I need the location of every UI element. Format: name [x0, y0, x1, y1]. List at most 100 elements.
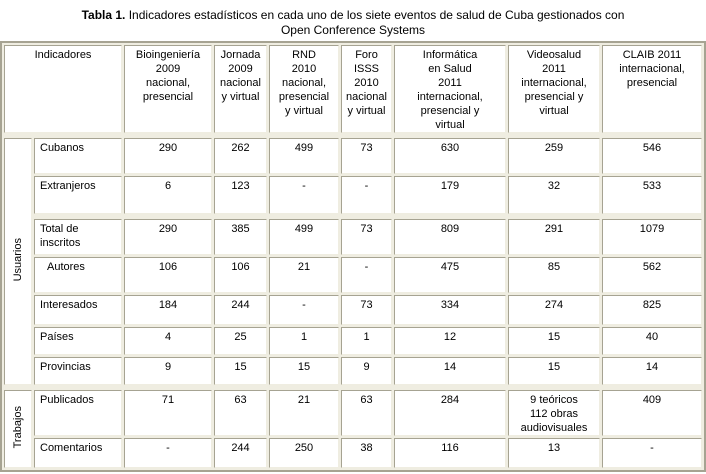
data-cell: 6 [124, 176, 212, 214]
data-cell: 284 [394, 390, 506, 436]
data-cell: 85 [508, 257, 600, 293]
data-cell: 32 [508, 176, 600, 214]
data-cell: 562 [602, 257, 702, 293]
table-spacer-cell [4, 387, 702, 388]
data-cell: 244 [214, 295, 267, 325]
data-cell: 63 [341, 390, 392, 436]
data-cell: 73 [341, 138, 392, 174]
table-caption-label: Tabla 1. [81, 8, 126, 22]
column-header-claib-2011: CLAIB 2011 internacional, presencial [602, 45, 702, 133]
row-label-extranjeros: Extranjeros [34, 176, 122, 214]
table-spacer [4, 387, 702, 388]
data-cell: 40 [602, 327, 702, 355]
data-cell: 9 teóricos 112 obras audiovisuales [508, 390, 600, 436]
column-header-bioingenieria-2009: Bioingeniería 2009 nacional, presencial [124, 45, 212, 133]
row-label-autores: Autores [34, 257, 122, 293]
data-cell: 15 [214, 357, 267, 385]
table-row-interesados: Interesados 184 244 - 73 334 274 825 [4, 295, 702, 325]
data-cell: - [341, 257, 392, 293]
row-label-provincias: Provincias [34, 357, 122, 385]
group-label-trabajos: Trabajos [4, 390, 32, 468]
data-cell: 290 [124, 138, 212, 174]
row-label-comentarios: Comentarios [34, 438, 122, 468]
data-cell: 13 [508, 438, 600, 468]
row-label-paises: Países [34, 327, 122, 355]
column-header-informatica-en-salud-2011: Informática en Salud 2011 internacional,… [394, 45, 506, 133]
table-row-cubanos: Usuarios Cubanos 290 262 499 73 630 259 … [4, 138, 702, 385]
data-cell: 385 [214, 219, 267, 255]
data-cell: 116 [394, 438, 506, 468]
data-cell: - [341, 176, 392, 214]
data-cell: 409 [602, 390, 702, 436]
data-cell: 106 [214, 257, 267, 293]
data-cell: 499 [269, 219, 339, 255]
data-cell: 15 [508, 327, 600, 355]
group-label-usuarios-text: Usuarios [12, 237, 24, 282]
data-cell: 9 [341, 357, 392, 385]
table-spacer-cell [4, 135, 702, 136]
table-spacer-cell [34, 216, 702, 217]
data-cell: - [602, 438, 702, 468]
data-cell: 12 [394, 327, 506, 355]
column-header-rnd-2010: RND 2010 nacional, presencial y virtual [269, 45, 339, 133]
data-cell: - [124, 438, 212, 468]
table-row-autores: Autores 106 106 21 - 475 85 562 [4, 257, 702, 293]
data-cell: 71 [124, 390, 212, 436]
data-cell: 38 [341, 438, 392, 468]
table-row-extranjeros: Extranjeros 6 123 - - 179 32 533 [4, 176, 702, 214]
column-header-videosalud-2011: Videosalud 2011 internacional, presencia… [508, 45, 600, 133]
data-cell: 250 [269, 438, 339, 468]
data-cell: 123 [214, 176, 267, 214]
table-row-publicados: Trabajos Publicados 71 63 21 63 284 9 te… [4, 390, 702, 468]
table-row-comentarios: Comentarios - 244 250 38 116 13 - [4, 438, 702, 468]
data-cell: 21 [269, 257, 339, 293]
data-cell: 15 [508, 357, 600, 385]
data-cell: - [269, 295, 339, 325]
table-caption-text: Indicadores estadísticos en cada uno de … [128, 8, 625, 37]
table-row-provincias: Provincias 9 15 15 9 14 15 14 [4, 357, 702, 385]
column-header-jornada-2009: Jornada 2009 nacional y virtual [214, 45, 267, 133]
data-cell: 290 [124, 219, 212, 255]
table-spacer [4, 135, 702, 136]
row-label-cubanos: Cubanos [34, 138, 122, 174]
table-row-paises: Países 4 25 1 1 12 15 40 [4, 327, 702, 355]
row-label-total-de-inscritos: Total de inscritos [34, 219, 122, 255]
data-cell: 334 [394, 295, 506, 325]
data-cell: 1 [341, 327, 392, 355]
data-cell: 4 [124, 327, 212, 355]
data-cell: 14 [394, 357, 506, 385]
data-cell: 499 [269, 138, 339, 174]
data-cell: 533 [602, 176, 702, 214]
data-cell: 106 [124, 257, 212, 293]
indicators-table: Indicadores Bioingeniería 2009 nacional,… [0, 41, 706, 472]
table-caption: Tabla 1. Indicadores estadísticos en cad… [0, 0, 706, 41]
data-cell: 259 [508, 138, 600, 174]
data-cell: 73 [341, 295, 392, 325]
row-label-publicados: Publicados [34, 390, 122, 436]
data-cell: 179 [394, 176, 506, 214]
data-cell: 809 [394, 219, 506, 255]
data-cell: 630 [394, 138, 506, 174]
data-cell: 14 [602, 357, 702, 385]
group-label-usuarios: Usuarios [4, 138, 32, 385]
data-cell: 21 [269, 390, 339, 436]
corner-header-indicadores: Indicadores [4, 45, 122, 133]
data-cell: 825 [602, 295, 702, 325]
data-cell: 475 [394, 257, 506, 293]
group-label-trabajos-text: Trabajos [12, 405, 24, 449]
data-cell: 73 [341, 219, 392, 255]
data-cell: 184 [124, 295, 212, 325]
data-cell: 15 [269, 357, 339, 385]
data-cell: 262 [214, 138, 267, 174]
data-cell: 25 [214, 327, 267, 355]
table-row-total-de-inscritos: Total de inscritos 290 385 499 73 809 29… [4, 219, 702, 255]
data-cell: 274 [508, 295, 600, 325]
data-cell: 1 [269, 327, 339, 355]
data-cell: 291 [508, 219, 600, 255]
table-spacer [4, 216, 702, 217]
data-cell: 9 [124, 357, 212, 385]
data-cell: - [269, 176, 339, 214]
column-header-foro-isss-2010: Foro ISSS 2010 nacional y virtual [341, 45, 392, 133]
data-cell: 1079 [602, 219, 702, 255]
data-cell: 546 [602, 138, 702, 174]
